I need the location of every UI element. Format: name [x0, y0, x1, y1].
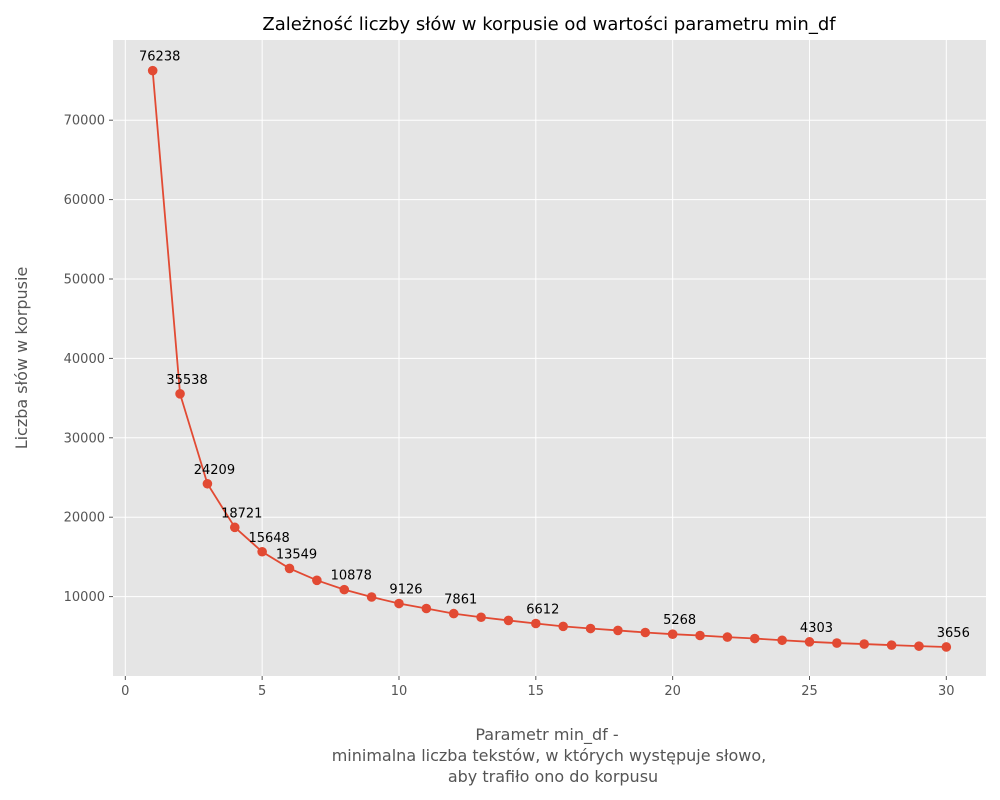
data-point — [175, 389, 185, 399]
data-point — [257, 546, 267, 557]
data-point — [914, 641, 924, 651]
x-tick-label: 0 — [121, 684, 129, 699]
data-point — [585, 623, 596, 634]
data-point — [448, 608, 459, 619]
y-tick-label: 60000 — [64, 193, 105, 208]
y-tick-label: 70000 — [64, 114, 105, 129]
data-point — [722, 632, 733, 642]
data-point — [804, 637, 815, 647]
data-point — [558, 621, 568, 632]
x-axis-label-line-3: aby trafiło ono do korpusu — [448, 767, 658, 786]
data-point — [147, 65, 158, 76]
x-tick-label: 25 — [801, 684, 818, 699]
data-label: 7861 — [444, 593, 477, 608]
data-point — [476, 612, 486, 623]
data-point — [229, 522, 240, 533]
data-label: 15648 — [248, 531, 289, 546]
data-point — [202, 478, 213, 489]
x-tick-label: 20 — [664, 684, 681, 699]
data-label: 10878 — [331, 569, 372, 584]
y-tick-label: 20000 — [64, 511, 105, 526]
x-tick-label: 15 — [528, 684, 545, 699]
chart-title: Zależność liczby słów w korpusie od wart… — [262, 14, 836, 35]
data-point — [886, 640, 897, 650]
data-point — [503, 615, 514, 626]
x-axis-label-line-1: Parametr min_df - — [475, 725, 618, 745]
data-label: 5268 — [663, 613, 696, 628]
data-label: 76238 — [139, 50, 180, 65]
data-label: 35538 — [166, 373, 207, 388]
data-label: 6612 — [526, 603, 559, 618]
data-label: 4303 — [800, 621, 833, 636]
x-tick-label: 10 — [391, 684, 408, 699]
y-tick-label: 40000 — [64, 352, 105, 367]
data-point — [531, 618, 541, 629]
data-point — [284, 563, 295, 574]
data-label: 24209 — [194, 463, 235, 478]
y-tick-label: 10000 — [64, 590, 105, 605]
x-tick-label: 5 — [258, 684, 266, 699]
data-point — [859, 639, 870, 649]
x-axis-label-line-2: minimalna liczba tekstów, w których wyst… — [332, 746, 767, 765]
data-point — [421, 603, 432, 614]
grid-lines — [113, 40, 986, 676]
data-point — [640, 627, 651, 638]
data-point — [613, 625, 623, 636]
data-point — [667, 629, 678, 639]
x-tick-label: 30 — [938, 684, 955, 699]
data-point — [339, 584, 350, 595]
data-point — [366, 592, 377, 602]
data-point — [777, 635, 787, 646]
data-label: 18721 — [221, 506, 262, 521]
data-point — [941, 642, 952, 652]
data-point — [695, 630, 705, 641]
data-label: 9126 — [389, 583, 422, 598]
y-axis-label: Liczba słów w korpusie — [12, 267, 31, 450]
y-tick-label: 50000 — [64, 272, 105, 287]
data-label: 3656 — [937, 626, 970, 641]
y-tick-label: 30000 — [64, 431, 105, 446]
data-point — [832, 638, 842, 648]
data-point — [394, 598, 404, 609]
data-point — [312, 575, 322, 586]
series-line-group — [147, 65, 952, 652]
data-point — [749, 633, 760, 644]
axis-ticks: 0 5 10 15 20 25 30 10000 20000 30000 40000 50000 600… — [64, 114, 955, 699]
data-label: 13549 — [276, 547, 317, 562]
